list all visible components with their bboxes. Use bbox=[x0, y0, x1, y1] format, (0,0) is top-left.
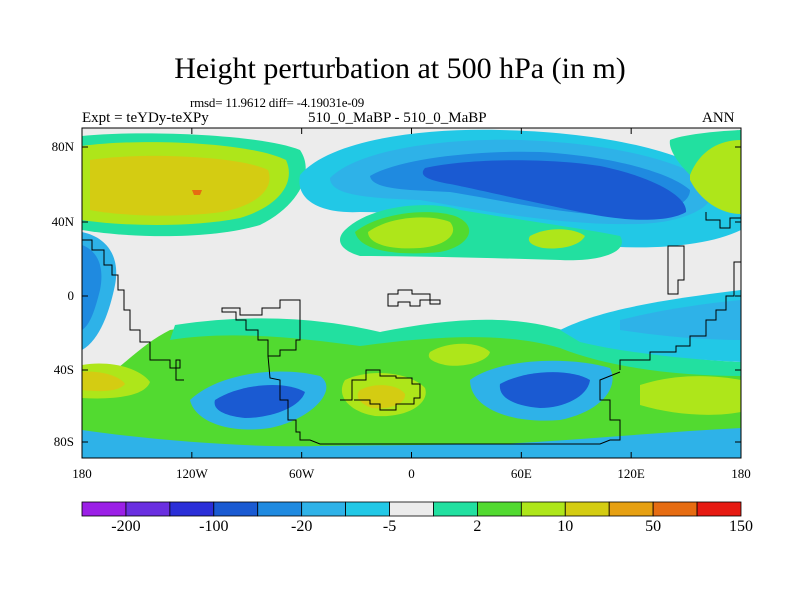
colorbar-label: -20 bbox=[290, 518, 313, 535]
contour-south-neg100 bbox=[214, 385, 305, 418]
contour-nw-pos150-dot bbox=[192, 190, 202, 195]
contour-mid-pos50 bbox=[428, 343, 490, 366]
stats-line: rmsd= 11.9612 diff= -4.19031e-09 bbox=[190, 95, 364, 110]
colorbar-swatch bbox=[608, 501, 654, 517]
y-tick-label: 0 bbox=[67, 288, 75, 303]
coast-south-america bbox=[221, 299, 301, 357]
x-tick-label: 60E bbox=[510, 466, 532, 481]
contour-mid-north-pos50 bbox=[368, 217, 454, 249]
contour-sw-pos100 bbox=[82, 371, 125, 392]
x-tick-label: 180 bbox=[731, 466, 751, 481]
experiment-label: Expt = teYDy-teXPy bbox=[82, 110, 209, 126]
contour-south-edge bbox=[82, 428, 741, 458]
colorbar-label: -200 bbox=[111, 518, 141, 535]
colorbar-swatch bbox=[125, 501, 171, 517]
colorbar-swatch bbox=[301, 501, 346, 517]
colorbar-label: 50 bbox=[645, 518, 662, 535]
colorbar-label: 150 bbox=[729, 518, 753, 535]
colorbar-swatch bbox=[564, 501, 610, 517]
coast-west-block bbox=[82, 239, 184, 381]
contour-south-light bbox=[170, 318, 741, 376]
contour-map bbox=[82, 128, 741, 458]
y-tick-label: 40S bbox=[53, 362, 74, 377]
subtitle: 510_0_MaBP - 510_0_MaBP bbox=[308, 110, 487, 126]
colorbar-swatch bbox=[476, 501, 522, 517]
contour-ne-neg100 bbox=[422, 160, 687, 220]
colorbar-swatch bbox=[257, 501, 303, 517]
contour-east-neg2 bbox=[620, 300, 741, 340]
colorbar-swatch bbox=[169, 501, 215, 517]
colorbar-label: 2 bbox=[473, 518, 482, 535]
coast-east-continent bbox=[667, 245, 685, 295]
x-tick-label: 60W bbox=[289, 466, 315, 481]
contour-se-pos bbox=[640, 376, 741, 415]
colorbar-swatch bbox=[652, 501, 698, 517]
colorbar-swatch bbox=[389, 501, 434, 517]
colorbar-label: -100 bbox=[199, 518, 229, 535]
colorbar-swatch bbox=[696, 501, 742, 517]
colorbar-label: -5 bbox=[382, 518, 397, 535]
x-tick-label: 0 bbox=[408, 466, 415, 481]
x-tick-label: 180 bbox=[72, 466, 92, 481]
contour-ne-corner-light bbox=[669, 130, 741, 175]
y-tick-label: 80N bbox=[51, 139, 74, 154]
colorbar-swatch bbox=[81, 501, 127, 517]
colorbar-swatch bbox=[433, 501, 478, 517]
colorbar-swatch bbox=[520, 501, 566, 517]
coast-equator-island bbox=[387, 289, 441, 307]
season-label: ANN bbox=[702, 110, 735, 126]
axis-ticks bbox=[81, 128, 742, 458]
coast-south-america-south bbox=[267, 355, 621, 445]
contour-southeast-neg100 bbox=[499, 372, 590, 408]
x-tick-label: 120E bbox=[617, 466, 645, 481]
y-tick-label: 40N bbox=[51, 214, 74, 229]
coast-ne-block bbox=[705, 212, 741, 229]
coast-africa bbox=[340, 369, 421, 411]
coast-east-south bbox=[619, 261, 741, 370]
y-tick-label: 80S bbox=[53, 434, 74, 449]
colorbar-label: 10 bbox=[557, 518, 574, 535]
contour-mid-north-east-pos50 bbox=[528, 229, 585, 249]
x-tick-label: 120W bbox=[175, 466, 208, 481]
contour-west-neg2 bbox=[82, 245, 102, 330]
colorbar-swatch bbox=[213, 501, 259, 517]
colorbar-swatch bbox=[345, 501, 390, 517]
colorbar bbox=[81, 501, 742, 517]
plot-title: Height perturbation at 500 hPa (in m) bbox=[174, 52, 626, 85]
coastlines bbox=[82, 212, 741, 445]
contour-nw-pos100 bbox=[90, 155, 270, 216]
contour-south-pos100 bbox=[357, 385, 406, 409]
